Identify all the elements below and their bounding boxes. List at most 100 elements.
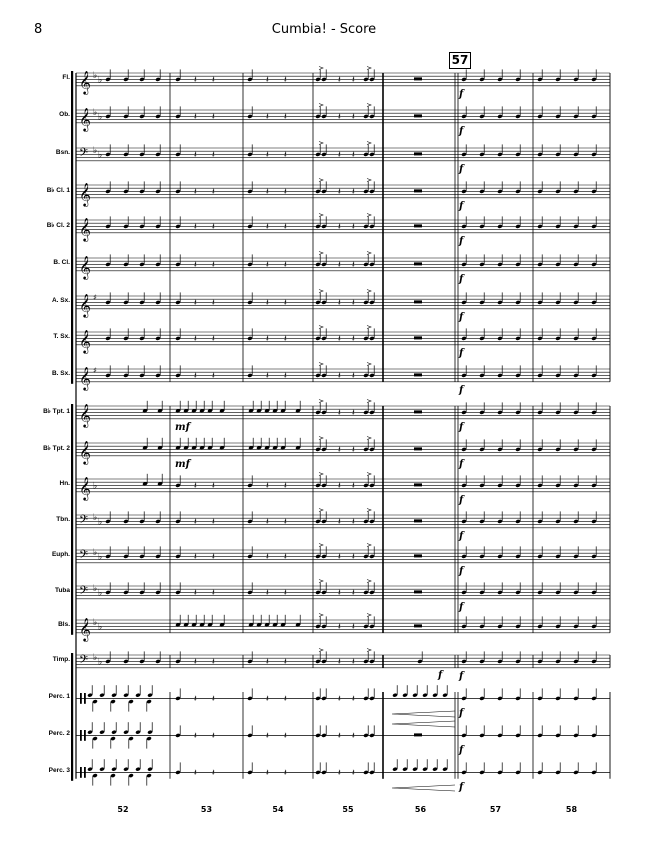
- note-head: [247, 373, 253, 378]
- note-head: [537, 696, 543, 701]
- note-head: [363, 659, 369, 664]
- dynamic-marking: f: [459, 708, 464, 719]
- note-head: [155, 262, 161, 267]
- note-head: [537, 519, 543, 524]
- accent-mark: [318, 472, 324, 476]
- accent-mark: [318, 251, 324, 255]
- note-head: [155, 114, 161, 119]
- instrument-label: B♭ Tpt. 1: [43, 408, 70, 416]
- flat-icon: ♭: [98, 151, 102, 161]
- perc-note: [412, 767, 418, 771]
- accent-mark: [318, 399, 324, 403]
- note-head: [555, 262, 561, 267]
- note-head: [207, 446, 213, 450]
- quarter-rest-icon: 𝄽: [284, 187, 287, 197]
- note-head: [280, 409, 286, 413]
- note-head: [175, 189, 181, 194]
- note-head: [591, 189, 597, 194]
- note-head: [479, 300, 485, 305]
- quarter-rest-icon: 𝄽: [194, 112, 197, 122]
- note-head: [555, 696, 561, 701]
- accent-mark: [366, 213, 372, 217]
- quarter-rest-icon: 𝄽: [194, 588, 197, 598]
- note-head: [105, 77, 111, 82]
- sharp-icon: ♯: [93, 293, 97, 302]
- note-head: [479, 483, 485, 488]
- dynamic-marking: f: [459, 459, 464, 470]
- note-head: [461, 590, 467, 595]
- instrument-label: A. Sx.: [51, 297, 70, 305]
- measure-number: 57: [489, 805, 502, 814]
- quarter-rest-icon: 𝄽: [266, 517, 269, 527]
- measure-number: 58: [565, 805, 578, 814]
- perc-note: [146, 699, 152, 704]
- dynamic-marking: f: [438, 670, 443, 681]
- page-title: Cumbia! - Score: [271, 22, 377, 37]
- note-head: [315, 483, 321, 488]
- note-head: [591, 624, 597, 629]
- quarter-rest-icon: 𝄽: [338, 334, 341, 344]
- perc-note: [422, 693, 428, 697]
- quarter-rest-icon: 𝄽: [266, 187, 269, 197]
- quarter-rest-icon: 𝄽: [194, 371, 197, 381]
- note-head: [555, 733, 561, 738]
- note-head: [555, 224, 561, 229]
- perc-note: [128, 736, 134, 741]
- quarter-rest-icon: 𝄽: [352, 75, 355, 85]
- quarter-rest-icon: 𝄽: [212, 768, 215, 778]
- accent-mark: [318, 289, 324, 293]
- accent-mark: [366, 613, 372, 617]
- note-head: [461, 659, 467, 664]
- note-head: [515, 410, 521, 415]
- perc-note: [92, 699, 98, 704]
- note-head: [183, 623, 189, 627]
- note-head: [479, 114, 485, 119]
- note-head: [363, 300, 369, 305]
- accent-mark: [366, 436, 372, 440]
- note-head: [280, 446, 286, 450]
- accent-mark: [318, 543, 324, 547]
- perc-note: [111, 693, 117, 697]
- note-head: [247, 336, 253, 341]
- note-head: [175, 336, 181, 341]
- note-head: [573, 262, 579, 267]
- note-head: [515, 189, 521, 194]
- note-head: [247, 152, 253, 157]
- note-head: [123, 262, 129, 267]
- quarter-rest-icon: 𝄽: [266, 657, 269, 667]
- note-head: [591, 224, 597, 229]
- note-head: [515, 696, 521, 701]
- note-head: [573, 733, 579, 738]
- note-head: [573, 114, 579, 119]
- quarter-rest-icon: 𝄽: [212, 731, 215, 741]
- quarter-rest-icon: 𝄽: [352, 622, 355, 632]
- flat-icon: ♭: [98, 113, 102, 123]
- note-head: [537, 590, 543, 595]
- accent-mark: [366, 141, 372, 145]
- note-head: [247, 189, 253, 194]
- perc-note: [442, 767, 448, 771]
- quarter-rest-icon: 𝄽: [352, 657, 355, 667]
- note-head: [321, 77, 327, 82]
- note-head: [207, 623, 213, 627]
- note-head: [497, 696, 503, 701]
- note-head: [537, 624, 543, 629]
- note-head: [497, 262, 503, 267]
- note-head: [591, 336, 597, 341]
- flat-icon: ♭: [98, 658, 102, 668]
- note-head: [123, 554, 129, 559]
- note-head: [264, 409, 270, 413]
- note-head: [247, 554, 253, 559]
- note-head: [175, 696, 181, 701]
- note-head: [479, 554, 485, 559]
- quarter-rest-icon: 𝄽: [352, 298, 355, 308]
- measure-number: 56: [414, 805, 427, 814]
- perc-note: [146, 736, 152, 741]
- note-head: [105, 189, 111, 194]
- measure-rest: [414, 152, 422, 156]
- note-head: [175, 770, 181, 775]
- note-head: [175, 554, 181, 559]
- note-head: [142, 409, 148, 413]
- note-head: [555, 300, 561, 305]
